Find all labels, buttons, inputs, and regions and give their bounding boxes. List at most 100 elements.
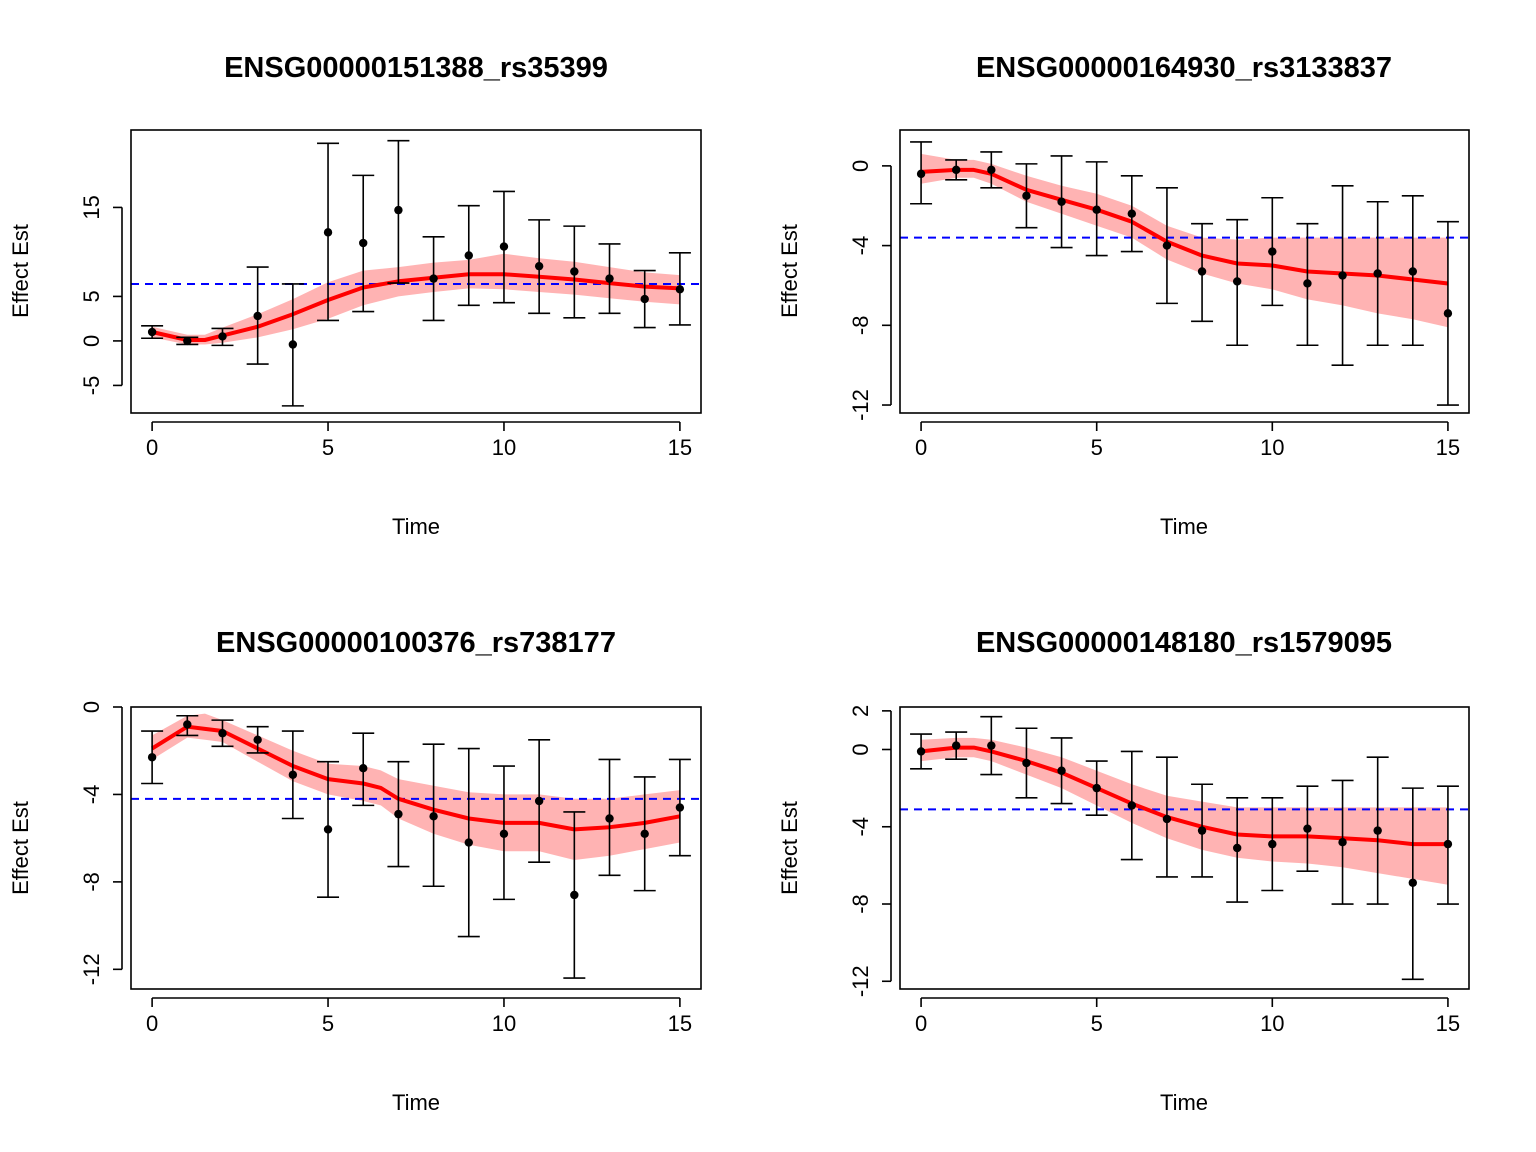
data-point [675, 803, 685, 812]
x-tick-label: 15 [668, 1011, 692, 1036]
data-point [1057, 197, 1066, 206]
data-point [916, 169, 926, 179]
plot-frame [899, 129, 1470, 414]
data-point [1162, 241, 1172, 250]
data-point [951, 165, 961, 175]
panel-title: ENSG00000151388_rs35399 [224, 52, 608, 84]
y-tick-label: -8 [79, 872, 104, 892]
data-point [464, 251, 473, 260]
plot-frame [899, 706, 1470, 990]
y-axis-label: Effect Est [777, 224, 802, 318]
y-axis-label: Effect Est [8, 801, 33, 895]
x-tick-label: 15 [1436, 435, 1460, 460]
y-tick-label: 0 [848, 160, 873, 172]
data-point [1127, 209, 1137, 218]
y-tick-label: 5 [79, 290, 104, 302]
data-point [1303, 824, 1312, 833]
data-point [987, 741, 996, 750]
x-tick-label: 0 [915, 435, 927, 460]
y-tick-label: 0 [79, 701, 104, 713]
data-point [1408, 878, 1418, 887]
data-point [605, 814, 614, 823]
data-point [499, 829, 509, 838]
x-tick-label: 5 [322, 435, 334, 460]
panel: ENSG00000148180_rs1579095 Time Effect Es… [777, 627, 1470, 1115]
data-point [429, 812, 438, 821]
data-point [183, 720, 192, 729]
data-point [1232, 277, 1242, 286]
data-point [534, 261, 544, 271]
y-axis-label: Effect Est [777, 801, 802, 895]
data-point [1373, 826, 1382, 835]
data-point [1057, 766, 1066, 775]
data-point [1197, 267, 1207, 276]
data-point [987, 165, 996, 175]
data-point [534, 796, 544, 806]
x-tick-label: 0 [146, 435, 158, 460]
data-point [1022, 191, 1031, 200]
y-tick-label: -12 [79, 953, 104, 985]
data-point [1303, 279, 1312, 288]
data-point [323, 825, 333, 834]
data-point [1443, 309, 1453, 318]
y-tick-label: -4 [848, 817, 873, 837]
data-point [916, 747, 926, 756]
data-point [1232, 843, 1242, 853]
data-point [1268, 247, 1277, 256]
data-point [570, 890, 579, 900]
x-axis-label: Time [392, 1090, 440, 1115]
y-tick-label: -4 [79, 785, 104, 805]
y-tick-label: 0 [79, 335, 104, 347]
y-tick-label: 15 [79, 195, 104, 219]
x-tick-label: 10 [492, 1011, 516, 1036]
data-point [1197, 826, 1207, 835]
data-point [1338, 271, 1347, 280]
data-point [218, 729, 227, 738]
panel: ENSG00000100376_rs738177 Time Effect Est… [8, 627, 702, 1115]
data-point [288, 770, 298, 779]
x-tick-label: 5 [1091, 1011, 1103, 1036]
data-point [951, 741, 961, 750]
x-tick-label: 5 [1091, 435, 1103, 460]
data-point [464, 838, 473, 847]
data-point [1092, 783, 1101, 793]
data-point [640, 829, 649, 838]
x-axis-label: Time [1160, 1090, 1208, 1115]
data-point [429, 274, 438, 283]
data-point [1373, 269, 1382, 278]
data-point [1408, 267, 1418, 276]
data-point [183, 336, 192, 346]
data-point [253, 735, 262, 744]
x-tick-label: 0 [915, 1011, 927, 1036]
y-tick-label: -8 [848, 316, 873, 336]
data-point [1338, 838, 1347, 847]
panel-title: ENSG00000148180_rs1579095 [976, 627, 1392, 659]
data-point [1127, 801, 1137, 810]
data-point [675, 285, 685, 294]
y-tick-label: -12 [848, 965, 873, 997]
data-point [394, 809, 403, 819]
data-point [1162, 814, 1172, 824]
y-tick-label: 2 [848, 705, 873, 717]
plot-frame [130, 706, 702, 990]
data-point [359, 238, 368, 248]
y-tick-label: -4 [848, 236, 873, 256]
data-point [359, 764, 368, 773]
x-tick-label: 5 [322, 1011, 334, 1036]
x-tick-label: 10 [1260, 435, 1284, 460]
data-point [570, 267, 579, 276]
data-point [323, 228, 333, 237]
data-point [1022, 758, 1031, 768]
data-point [147, 327, 157, 337]
data-point [218, 332, 227, 341]
x-tick-label: 10 [1260, 1011, 1284, 1036]
y-tick-label: -8 [848, 894, 873, 914]
y-tick-label: 0 [848, 743, 873, 755]
x-tick-label: 15 [668, 435, 692, 460]
y-tick-label: -12 [848, 389, 873, 421]
y-tick-label: -5 [79, 376, 104, 396]
data-point [605, 274, 614, 283]
confidence-band [921, 737, 1448, 885]
x-axis-label: Time [392, 514, 440, 539]
